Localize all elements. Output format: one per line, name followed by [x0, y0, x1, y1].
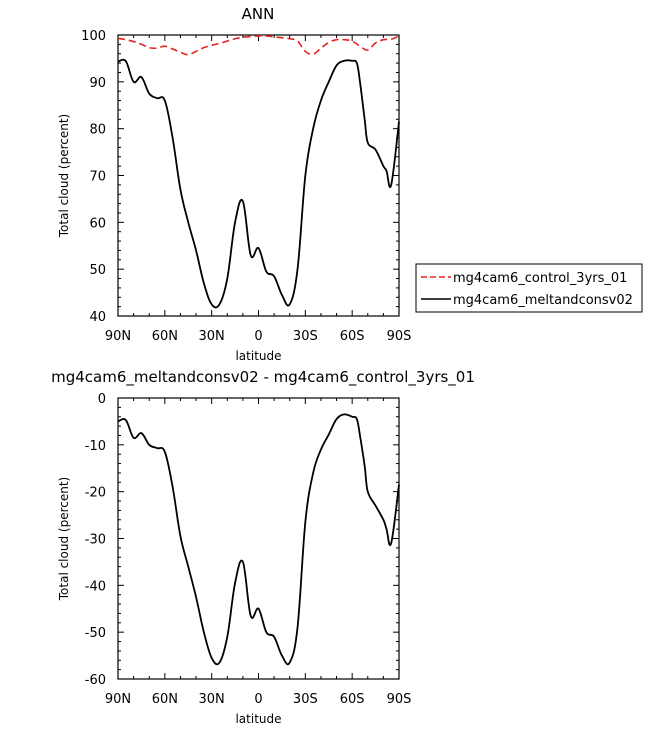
x-tick-label: 30N — [199, 329, 225, 344]
x-tick-label: 60S — [340, 329, 365, 344]
y-tick-label: 80 — [89, 123, 106, 138]
y-tick-label: -30 — [85, 533, 106, 548]
x-tick-label: 60S — [340, 692, 365, 707]
y-tick-label: -20 — [85, 486, 106, 501]
legend: mg4cam6_control_3yrs_01 mg4cam6_meltandco… — [415, 263, 643, 313]
plot-frame — [117, 397, 400, 680]
x-tick-label: 60N — [152, 329, 178, 344]
y-tick-label: 0 — [98, 392, 106, 407]
y-tick-label: 100 — [81, 29, 106, 44]
x-axis-label: latitude — [235, 349, 281, 363]
x-tick-label: 60N — [152, 692, 178, 707]
x-tick-label: 0 — [254, 692, 262, 707]
x-tick-label: 30S — [293, 692, 318, 707]
x-tick-label: 90S — [387, 329, 412, 344]
x-tick-label: 30S — [293, 329, 318, 344]
legend-entry-1: mg4cam6_control_3yrs_01 — [453, 271, 627, 286]
y-axis-label: Total cloud (percent) — [57, 114, 71, 238]
y-axis-label: Total cloud (percent) — [57, 477, 71, 601]
y-tick-label: -40 — [85, 579, 106, 594]
series-line-2 — [117, 58, 400, 309]
series-line-1 — [117, 35, 400, 56]
y-tick-label: -10 — [85, 439, 106, 454]
x-tick-label: 90N — [105, 692, 131, 707]
chart-panel-1: ANN 90N 60N 30N 0 30S 60S 90S 40 50 60 70 80 90 100 lat… — [57, 5, 643, 363]
chart-title: mg4cam6_meltandconsv02 - mg4cam6_control… — [51, 368, 475, 387]
y-tick-label: 60 — [89, 216, 106, 231]
legend-entry-2: mg4cam6_meltandconsv02 — [453, 293, 633, 308]
chart-panel-2: mg4cam6_meltandconsv02 - mg4cam6_control… — [51, 368, 475, 726]
y-tick-label: 70 — [89, 170, 106, 185]
plot-frame — [117, 34, 400, 317]
chart-title: ANN — [242, 5, 275, 23]
y-tick-label: 50 — [89, 263, 106, 278]
x-axis-label: latitude — [235, 712, 281, 726]
x-tick-label: 30N — [199, 692, 225, 707]
y-tick-label: -50 — [85, 626, 106, 641]
y-tick-label: 40 — [89, 310, 106, 325]
legend-box — [415, 263, 643, 313]
series-line-1 — [117, 413, 400, 666]
x-tick-label: 0 — [254, 329, 262, 344]
y-tick-label: 90 — [89, 76, 106, 91]
x-tick-label: 90N — [105, 329, 131, 344]
x-tick-label: 90S — [387, 692, 412, 707]
y-tick-label: -60 — [85, 673, 106, 688]
